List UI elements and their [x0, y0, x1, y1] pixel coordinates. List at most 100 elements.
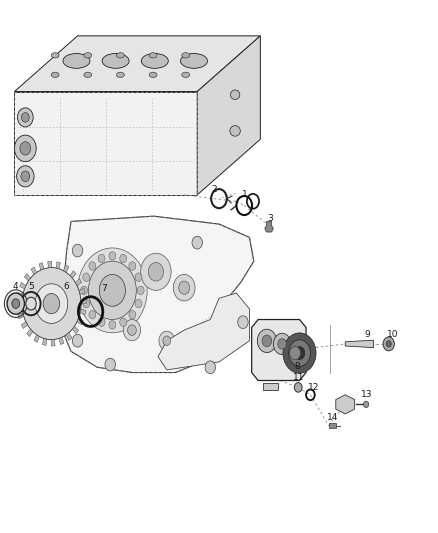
Ellipse shape [149, 72, 157, 77]
Polygon shape [31, 267, 37, 274]
Ellipse shape [84, 53, 92, 58]
Text: 8: 8 [294, 362, 300, 370]
Ellipse shape [230, 90, 240, 100]
Circle shape [89, 262, 96, 270]
Circle shape [98, 254, 105, 263]
Circle shape [78, 248, 147, 333]
Ellipse shape [51, 72, 59, 77]
Polygon shape [328, 423, 336, 427]
Polygon shape [262, 383, 278, 390]
Circle shape [364, 401, 369, 408]
Circle shape [179, 281, 190, 294]
Text: 2: 2 [212, 185, 217, 194]
Polygon shape [39, 263, 44, 270]
Circle shape [109, 252, 116, 260]
Polygon shape [48, 261, 51, 268]
Circle shape [120, 254, 127, 263]
Circle shape [88, 261, 136, 319]
Circle shape [72, 244, 83, 257]
Circle shape [386, 341, 391, 347]
Circle shape [141, 253, 171, 290]
Circle shape [163, 336, 171, 345]
Circle shape [120, 318, 127, 326]
Circle shape [89, 311, 96, 319]
Circle shape [238, 316, 248, 328]
Polygon shape [72, 326, 78, 334]
Polygon shape [75, 279, 81, 286]
Circle shape [278, 338, 286, 349]
Polygon shape [27, 329, 33, 336]
Polygon shape [265, 221, 273, 232]
Text: 12: 12 [308, 383, 320, 392]
Polygon shape [336, 395, 355, 414]
Circle shape [109, 320, 116, 329]
Polygon shape [158, 293, 250, 370]
Polygon shape [59, 337, 64, 345]
Ellipse shape [51, 53, 59, 58]
Polygon shape [345, 340, 374, 348]
Circle shape [205, 361, 215, 374]
Circle shape [129, 311, 136, 319]
Circle shape [20, 142, 31, 155]
Polygon shape [18, 313, 24, 319]
Circle shape [72, 334, 83, 347]
Circle shape [21, 112, 29, 122]
Text: 5: 5 [28, 282, 34, 291]
Ellipse shape [149, 53, 157, 58]
Ellipse shape [63, 53, 90, 68]
Circle shape [135, 273, 142, 281]
Polygon shape [64, 265, 69, 272]
Polygon shape [34, 335, 39, 342]
Circle shape [283, 333, 316, 373]
Circle shape [22, 268, 81, 340]
Circle shape [135, 300, 142, 308]
Circle shape [81, 286, 88, 295]
Text: 3: 3 [268, 214, 273, 223]
Circle shape [159, 331, 175, 350]
Polygon shape [70, 271, 76, 278]
Ellipse shape [102, 53, 129, 68]
Circle shape [383, 337, 394, 351]
Polygon shape [79, 288, 85, 294]
Circle shape [129, 262, 136, 270]
Circle shape [284, 340, 306, 366]
Polygon shape [77, 318, 83, 325]
Ellipse shape [117, 72, 124, 77]
Text: 13: 13 [361, 390, 373, 399]
Ellipse shape [141, 53, 168, 68]
Circle shape [18, 108, 33, 127]
Polygon shape [62, 216, 254, 373]
Text: 7: 7 [101, 284, 106, 293]
Circle shape [173, 274, 195, 301]
Polygon shape [42, 338, 47, 345]
Ellipse shape [84, 72, 92, 77]
Circle shape [83, 273, 90, 281]
Ellipse shape [230, 126, 240, 136]
Circle shape [294, 346, 305, 359]
Ellipse shape [182, 53, 190, 58]
Circle shape [290, 346, 300, 360]
Circle shape [7, 293, 25, 314]
Circle shape [123, 319, 141, 341]
Text: 11: 11 [293, 373, 304, 382]
Circle shape [26, 297, 36, 310]
Circle shape [127, 325, 136, 335]
Polygon shape [252, 319, 306, 381]
Circle shape [137, 286, 144, 295]
Circle shape [294, 383, 302, 392]
Circle shape [257, 329, 276, 352]
Circle shape [21, 171, 30, 182]
Polygon shape [56, 262, 60, 269]
Polygon shape [21, 321, 28, 328]
Ellipse shape [180, 53, 208, 68]
Text: 9: 9 [364, 330, 370, 339]
Circle shape [14, 135, 36, 161]
Polygon shape [51, 340, 55, 346]
Circle shape [43, 294, 60, 314]
Circle shape [12, 299, 20, 309]
Polygon shape [80, 309, 86, 314]
Circle shape [98, 318, 105, 326]
Polygon shape [17, 293, 23, 298]
Circle shape [192, 236, 202, 249]
Text: 14: 14 [326, 413, 338, 422]
